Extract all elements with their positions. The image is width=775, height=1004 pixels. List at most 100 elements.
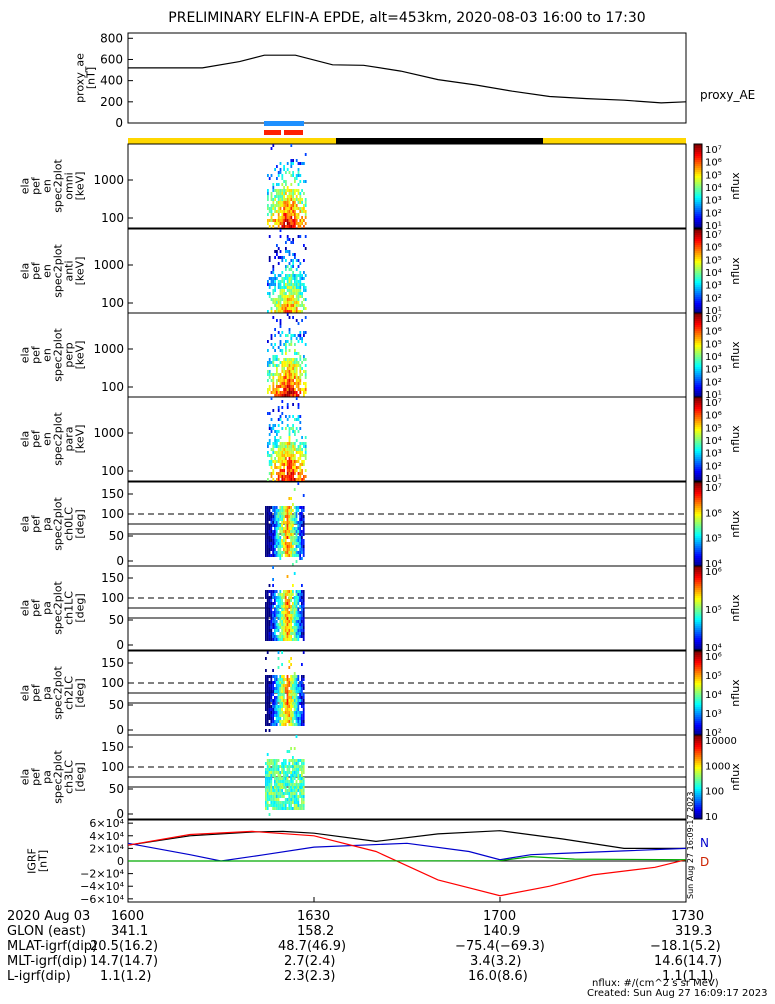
flux-cell xyxy=(302,545,305,548)
flux-cell xyxy=(292,768,294,771)
flux-cell xyxy=(272,301,275,304)
flux-cell xyxy=(281,448,284,451)
colorbar-cell xyxy=(694,194,702,196)
flux-cell xyxy=(279,310,282,313)
flux-cell xyxy=(301,539,303,542)
flux-cell xyxy=(288,684,291,687)
flux-cell xyxy=(281,599,283,602)
flux-cell xyxy=(302,651,305,654)
flux-cell xyxy=(281,460,284,463)
flux-cell xyxy=(294,222,296,225)
flux-cell xyxy=(295,521,298,524)
axis-label-line: pef xyxy=(30,767,43,786)
flux-cell xyxy=(281,623,283,626)
flux-cell xyxy=(290,759,292,762)
flux-cell xyxy=(292,807,294,810)
colorbar-cell xyxy=(694,671,702,673)
flux-cell xyxy=(265,545,267,548)
flux-cell xyxy=(266,705,269,708)
flux-cell xyxy=(277,439,280,442)
colorbar-cell xyxy=(694,580,702,582)
colorbar-cell xyxy=(694,669,702,671)
flux-cell xyxy=(279,557,282,560)
flux-cell xyxy=(275,675,278,678)
flux-cell xyxy=(274,283,276,286)
colorbar-cell xyxy=(694,269,702,271)
flux-cell xyxy=(270,337,273,340)
colorbar-tick-label: 10⁴ xyxy=(705,643,722,654)
flux-cell xyxy=(277,657,280,660)
flux-cell xyxy=(281,382,284,385)
flux-cell xyxy=(292,379,294,382)
colorbar-cell xyxy=(694,383,702,385)
flux-cell xyxy=(295,391,298,394)
colorbar-cell xyxy=(694,345,702,347)
flux-cell xyxy=(299,388,302,391)
flux-cell xyxy=(297,702,300,705)
flux-cell xyxy=(274,451,276,454)
flux-cell xyxy=(275,521,278,524)
colorbar-cell xyxy=(694,289,702,291)
flux-cell xyxy=(285,286,287,289)
colorbar-cell xyxy=(694,297,702,299)
flux-cell xyxy=(292,241,294,244)
colorbar-cell xyxy=(694,251,702,253)
flux-cell xyxy=(304,204,307,207)
flux-cell xyxy=(303,277,305,280)
flux-cell xyxy=(290,189,293,192)
colorbar-cell xyxy=(694,773,702,775)
flux-cell xyxy=(301,201,303,204)
flux-cell xyxy=(283,304,285,307)
flux-cell xyxy=(299,472,302,475)
flux-cell xyxy=(293,768,296,771)
y-tick-label: 150 xyxy=(101,740,124,754)
colorbar-cell xyxy=(694,512,702,514)
flux-cell xyxy=(275,629,278,632)
flux-cell xyxy=(265,783,267,786)
axis-label-line: pa xyxy=(41,770,54,784)
y-tick-label: 50 xyxy=(109,613,124,627)
flux-cell xyxy=(268,235,271,238)
flux-cell xyxy=(279,382,282,385)
flux-cell xyxy=(275,596,278,599)
flux-cell xyxy=(295,448,298,451)
flux-cell xyxy=(285,463,287,466)
flux-cell xyxy=(299,690,301,693)
colorbar-cell xyxy=(694,471,702,473)
flux-cell xyxy=(290,343,293,346)
flux-cell xyxy=(266,626,269,629)
colorbar-cell xyxy=(694,590,702,592)
y-tick-label: 100 xyxy=(101,507,124,521)
flux-cell xyxy=(293,762,296,765)
flux-cell xyxy=(285,445,287,448)
flux-cell xyxy=(295,789,298,792)
flux-cell xyxy=(293,681,296,684)
flux-cell xyxy=(295,608,298,611)
flux-cell xyxy=(283,777,285,780)
flux-cell xyxy=(265,548,267,551)
flux-cell xyxy=(297,638,300,641)
flux-cell xyxy=(279,448,282,451)
flux-cell xyxy=(292,403,294,406)
flux-cell xyxy=(283,379,285,382)
flux-cell xyxy=(277,518,280,521)
flux-cell xyxy=(288,635,291,638)
flux-cell xyxy=(288,216,291,219)
flux-cell xyxy=(303,445,305,448)
flux-cell xyxy=(274,690,276,693)
axis-label-line: ela xyxy=(19,263,32,280)
colorbar-cell xyxy=(694,463,702,465)
flux-cell xyxy=(299,355,302,358)
flux-cell xyxy=(293,515,296,518)
flux-cell xyxy=(299,331,302,334)
colorbar-cell xyxy=(694,572,702,574)
flux-cell xyxy=(297,207,300,210)
flux-cell xyxy=(267,451,269,454)
flux-cell xyxy=(274,424,276,427)
flux-cell xyxy=(276,445,278,448)
flux-cell xyxy=(283,343,285,346)
flux-cell xyxy=(303,298,305,301)
y-tick-label: 0 xyxy=(116,807,124,821)
